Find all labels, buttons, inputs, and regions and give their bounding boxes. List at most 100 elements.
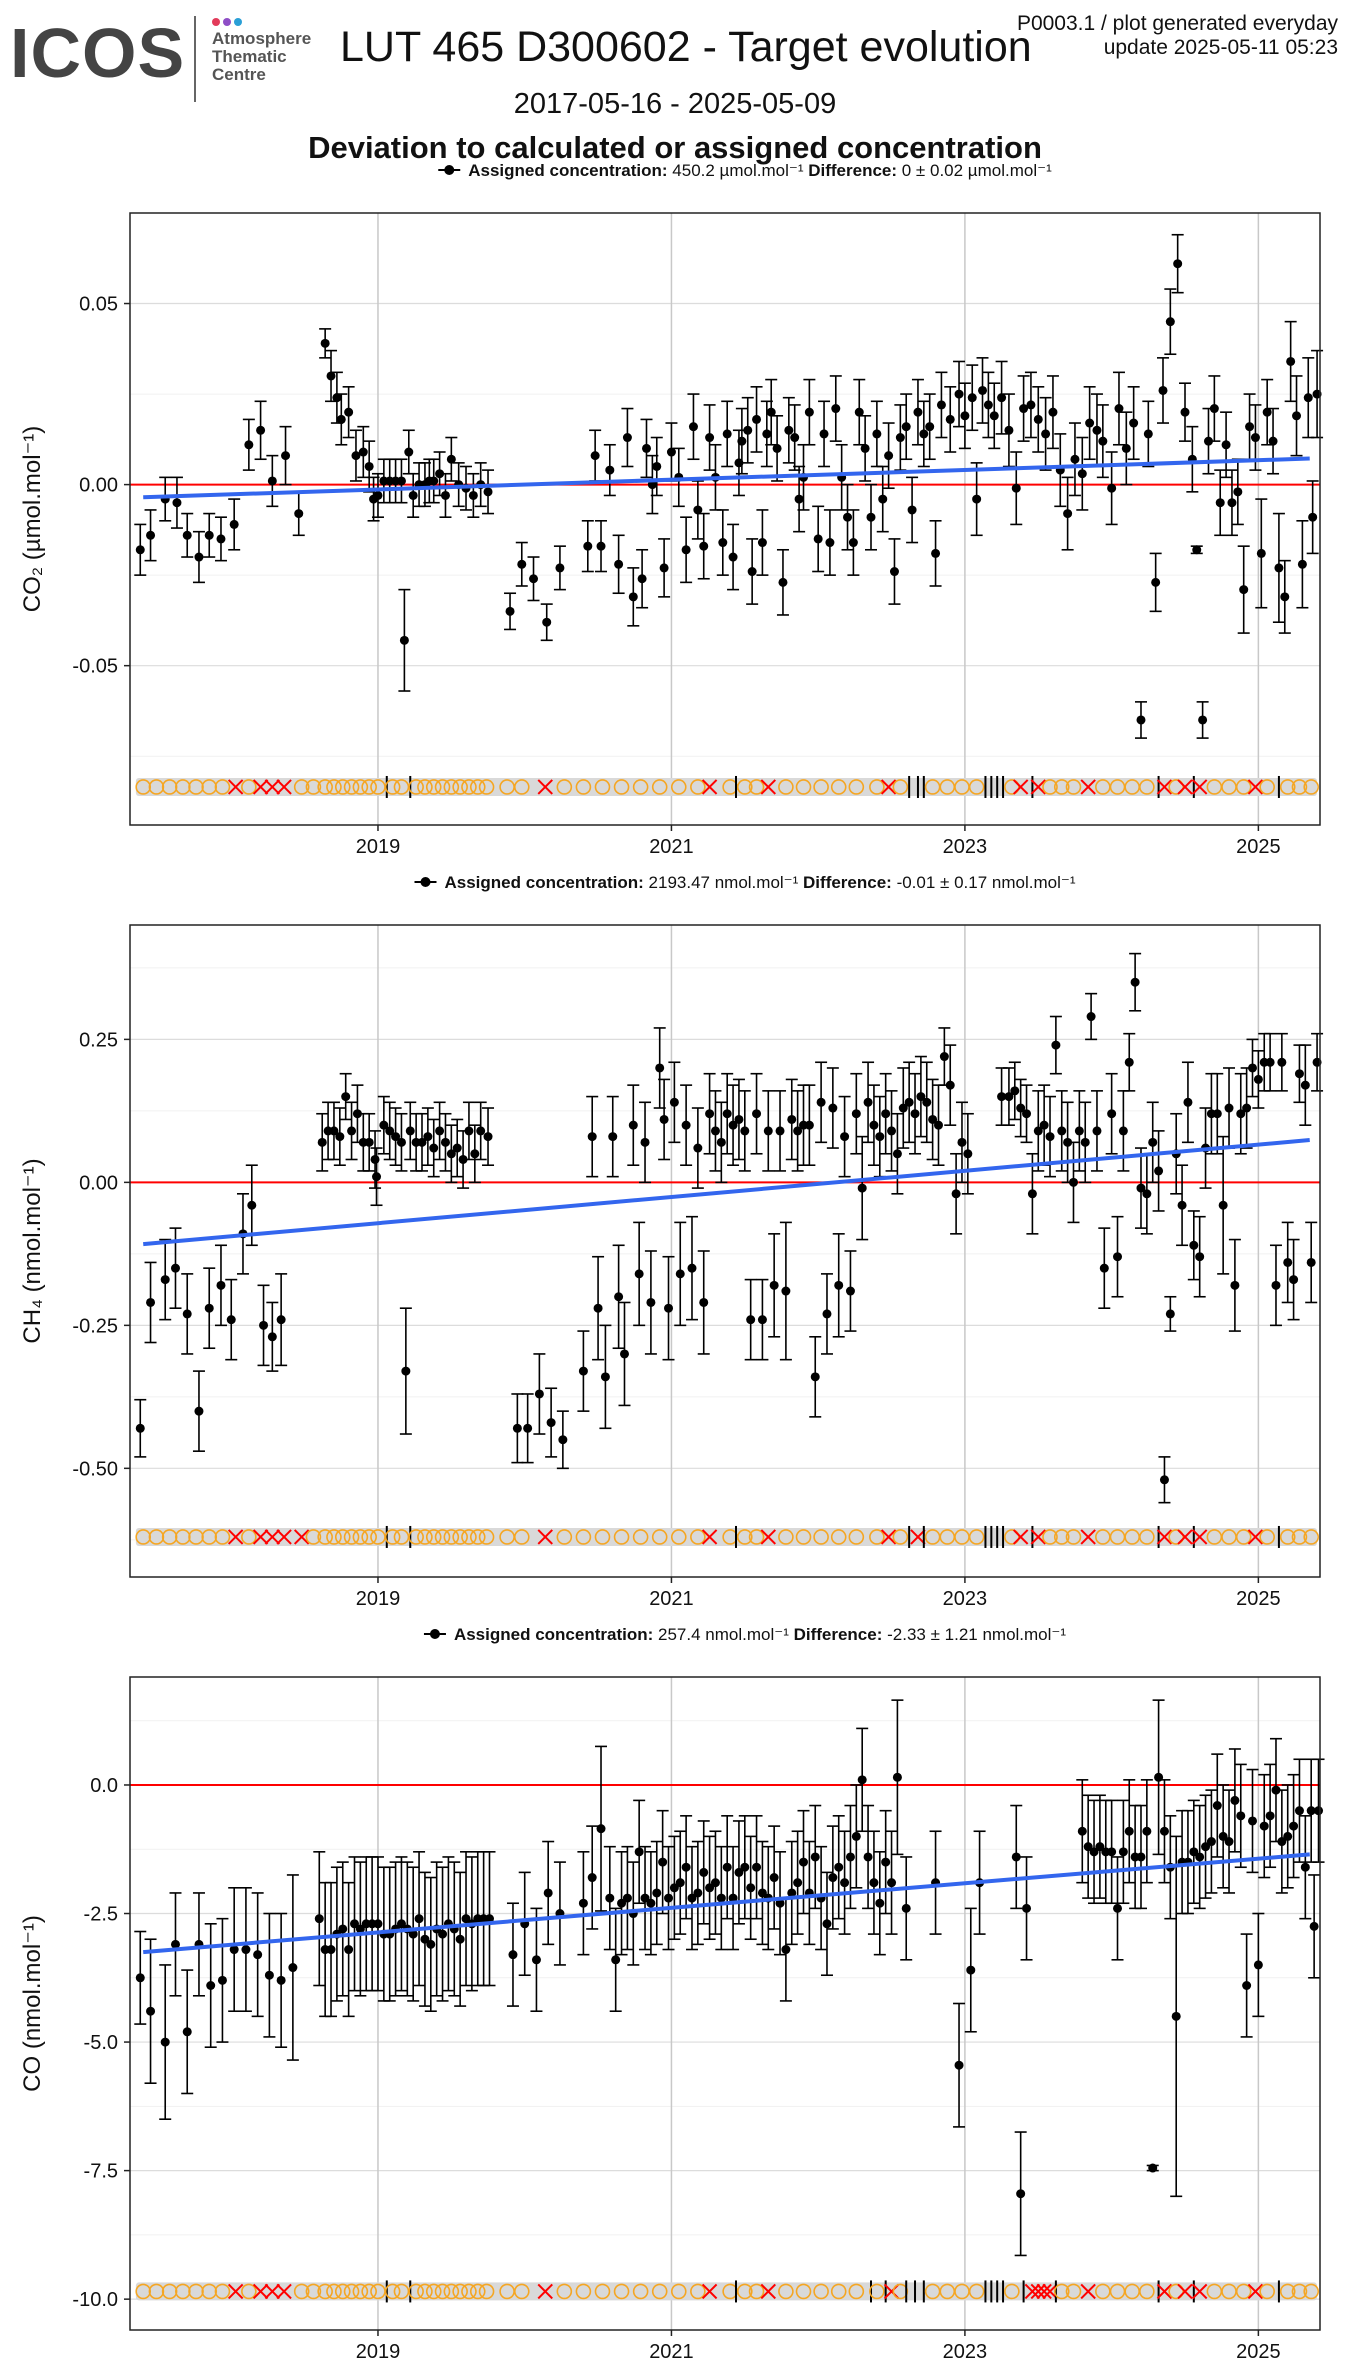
data-point bbox=[294, 509, 304, 519]
marker-cross bbox=[880, 1529, 897, 1545]
marker-cross-stroke bbox=[1247, 1529, 1264, 1545]
marker-circle bbox=[1139, 779, 1155, 795]
data-point bbox=[919, 429, 929, 439]
data-point bbox=[1201, 1842, 1211, 1852]
marker-cross-stroke bbox=[537, 1529, 553, 1545]
data-point bbox=[1070, 454, 1080, 464]
data-point bbox=[967, 393, 977, 403]
data-point bbox=[587, 1873, 597, 1883]
data-point bbox=[854, 407, 864, 417]
data-point bbox=[810, 1372, 820, 1382]
marker-circle bbox=[1139, 1529, 1155, 1545]
data-point bbox=[622, 1893, 632, 1903]
marker-circle bbox=[778, 779, 794, 795]
data-point bbox=[404, 447, 414, 457]
legend-assigned-label: Assigned concentration: bbox=[468, 161, 667, 180]
marker-circle bbox=[1065, 2283, 1082, 2300]
data-point bbox=[1265, 1057, 1275, 1067]
data-point bbox=[543, 1888, 553, 1898]
data-point bbox=[1027, 1189, 1037, 1199]
data-point bbox=[866, 512, 876, 522]
data-point bbox=[401, 1366, 411, 1376]
data-point bbox=[1283, 1831, 1293, 1841]
logo-dots bbox=[212, 18, 242, 26]
data-point bbox=[379, 1120, 389, 1130]
data-point bbox=[762, 429, 772, 439]
marker-cross-stroke bbox=[760, 2283, 776, 2300]
data-point bbox=[1016, 1103, 1026, 1113]
data-point bbox=[1292, 411, 1302, 421]
marker-cross bbox=[1247, 1529, 1264, 1545]
data-point bbox=[351, 451, 361, 461]
marker-circle bbox=[690, 2283, 706, 2300]
marker-circle bbox=[443, 1529, 460, 1545]
data-point bbox=[1268, 436, 1278, 446]
data-point bbox=[440, 1137, 450, 1147]
data-point bbox=[1159, 1475, 1169, 1485]
data-point bbox=[1113, 1903, 1123, 1913]
data-point bbox=[329, 1126, 339, 1136]
marker-circle bbox=[778, 1529, 794, 1545]
marker-circle bbox=[241, 779, 257, 795]
marker-cross bbox=[252, 2283, 269, 2300]
data-point bbox=[170, 1939, 180, 1949]
data-point bbox=[204, 1303, 214, 1313]
marker-circle bbox=[651, 779, 668, 795]
data-point bbox=[933, 1120, 943, 1130]
marker-circle bbox=[343, 2283, 360, 2300]
data-point bbox=[860, 443, 870, 453]
legend-difference-value: -0.01 ± 0.17 nmol.mol⁻¹ bbox=[892, 873, 1076, 892]
legend-assigned-label: Assigned concentration: bbox=[445, 873, 644, 892]
data-point bbox=[347, 1126, 357, 1136]
data-point bbox=[396, 1137, 406, 1147]
marker-circle bbox=[869, 779, 885, 795]
data-point bbox=[931, 548, 941, 558]
marker-circle bbox=[748, 779, 765, 795]
marker-cross-stroke bbox=[910, 1529, 926, 1545]
data-point bbox=[1274, 563, 1284, 573]
data-point bbox=[1177, 1200, 1187, 1210]
data-point bbox=[596, 541, 606, 551]
marker-cross-stroke bbox=[276, 1529, 292, 1545]
marker-cross bbox=[227, 779, 244, 795]
marker-circle bbox=[1235, 2283, 1252, 2300]
chart-panel-2: Assigned concentration: 2193.47 nmol.mol… bbox=[19, 873, 1324, 1610]
data-point bbox=[763, 1126, 773, 1136]
data-point bbox=[146, 530, 156, 540]
data-point bbox=[590, 451, 600, 461]
marker-circle bbox=[1259, 779, 1275, 795]
data-point bbox=[734, 1867, 744, 1877]
data-point bbox=[963, 1149, 973, 1159]
marker-circle bbox=[408, 2283, 424, 2300]
marker-cross-stroke bbox=[227, 2283, 244, 2300]
marker-circle bbox=[1259, 1529, 1275, 1545]
marker-cross bbox=[1080, 2283, 1096, 2300]
legend: Assigned concentration: 450.2 µmol.mol⁻¹… bbox=[438, 161, 1052, 180]
marker-circle bbox=[795, 2283, 812, 2300]
data-point bbox=[1098, 436, 1108, 446]
data-point bbox=[578, 1898, 588, 1908]
data-point bbox=[843, 512, 853, 522]
data-point bbox=[335, 1132, 345, 1142]
marker-cross bbox=[1030, 779, 1046, 795]
data-point bbox=[652, 1888, 662, 1898]
data-point bbox=[688, 422, 698, 432]
chart-panel-3: Assigned concentration: 257.4 nmol.mol⁻¹… bbox=[19, 1625, 1325, 2363]
marker-circle bbox=[293, 2283, 310, 2300]
trend-line bbox=[143, 1852, 1310, 1955]
data-point bbox=[135, 1973, 145, 1983]
data-point bbox=[794, 494, 804, 504]
data-point bbox=[1107, 1847, 1117, 1857]
data-point bbox=[1118, 1126, 1128, 1136]
marker-circle bbox=[241, 2283, 257, 2300]
data-point bbox=[534, 1389, 544, 1399]
data-point bbox=[945, 1080, 955, 1090]
data-point bbox=[784, 425, 794, 435]
data-points bbox=[134, 233, 1324, 739]
data-point bbox=[857, 1183, 867, 1193]
data-point bbox=[1218, 1200, 1228, 1210]
marker-cross-stroke bbox=[880, 779, 897, 795]
marker-circle bbox=[384, 779, 401, 795]
marker-cross bbox=[276, 2283, 292, 2300]
marker-circle bbox=[848, 1529, 865, 1545]
